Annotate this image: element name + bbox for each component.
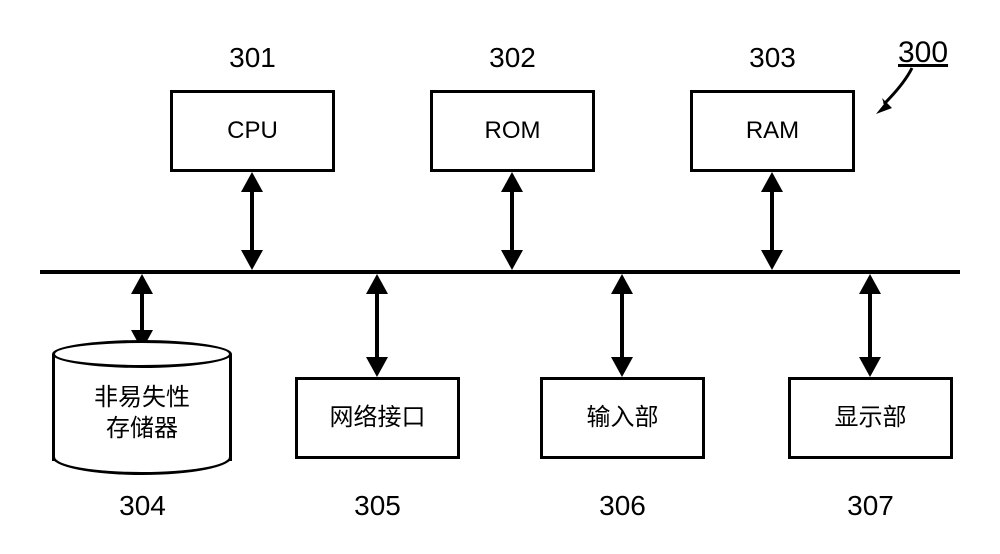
rom-arrow-up-icon xyxy=(501,172,523,192)
nic-arrow-down-icon xyxy=(366,357,388,377)
rom-arrow-down-icon xyxy=(501,250,523,270)
ram-label: RAM xyxy=(746,115,799,146)
diagram-container: 300 301 CPU 302 ROM 303 RAM 非易失性 存储器 xyxy=(0,0,1000,554)
display-arrow-down-icon xyxy=(859,357,881,377)
rom-block: ROM xyxy=(430,90,595,172)
ram-number: 303 xyxy=(745,42,800,74)
ram-arrow-shaft xyxy=(770,192,774,250)
input-block: 输入部 xyxy=(540,377,705,459)
ram-arrow-up-icon xyxy=(761,172,783,192)
display-number: 307 xyxy=(843,490,898,522)
nic-arrow-shaft xyxy=(375,294,379,357)
rom-label: ROM xyxy=(485,115,541,146)
cpu-arrow-up-icon xyxy=(241,172,263,192)
input-arrow-up-icon xyxy=(611,274,633,294)
input-label: 输入部 xyxy=(587,402,659,433)
storage-number: 304 xyxy=(115,490,170,522)
input-arrow-shaft xyxy=(620,294,624,357)
cpu-arrow-down-icon xyxy=(241,250,263,270)
display-block: 显示部 xyxy=(788,377,953,459)
nic-block: 网络接口 xyxy=(295,377,460,459)
rom-number: 302 xyxy=(485,42,540,74)
display-arrow-up-icon xyxy=(859,274,881,294)
cpu-number: 301 xyxy=(225,42,280,74)
input-arrow-down-icon xyxy=(611,357,633,377)
nic-arrow-up-icon xyxy=(366,274,388,294)
cpu-arrow-shaft xyxy=(250,192,254,250)
storage-label-1: 非易失性 xyxy=(52,382,232,413)
cpu-block: CPU xyxy=(170,90,335,172)
ram-arrow-down-icon xyxy=(761,250,783,270)
nic-number: 305 xyxy=(350,490,405,522)
storage-cylinder: 非易失性 存储器 xyxy=(52,340,232,475)
display-arrow-shaft xyxy=(868,294,872,357)
rom-arrow-shaft xyxy=(510,192,514,250)
nic-label: 网络接口 xyxy=(330,402,426,433)
display-label: 显示部 xyxy=(835,402,907,433)
storage-label-2: 存储器 xyxy=(52,413,232,444)
storage-arrow-up-icon xyxy=(131,274,153,294)
bus-line xyxy=(40,270,960,274)
input-number: 306 xyxy=(595,490,650,522)
cpu-label: CPU xyxy=(227,115,278,146)
pointer-arrow-icon xyxy=(862,64,922,120)
storage-arrow-shaft xyxy=(140,294,144,330)
ram-block: RAM xyxy=(690,90,855,172)
